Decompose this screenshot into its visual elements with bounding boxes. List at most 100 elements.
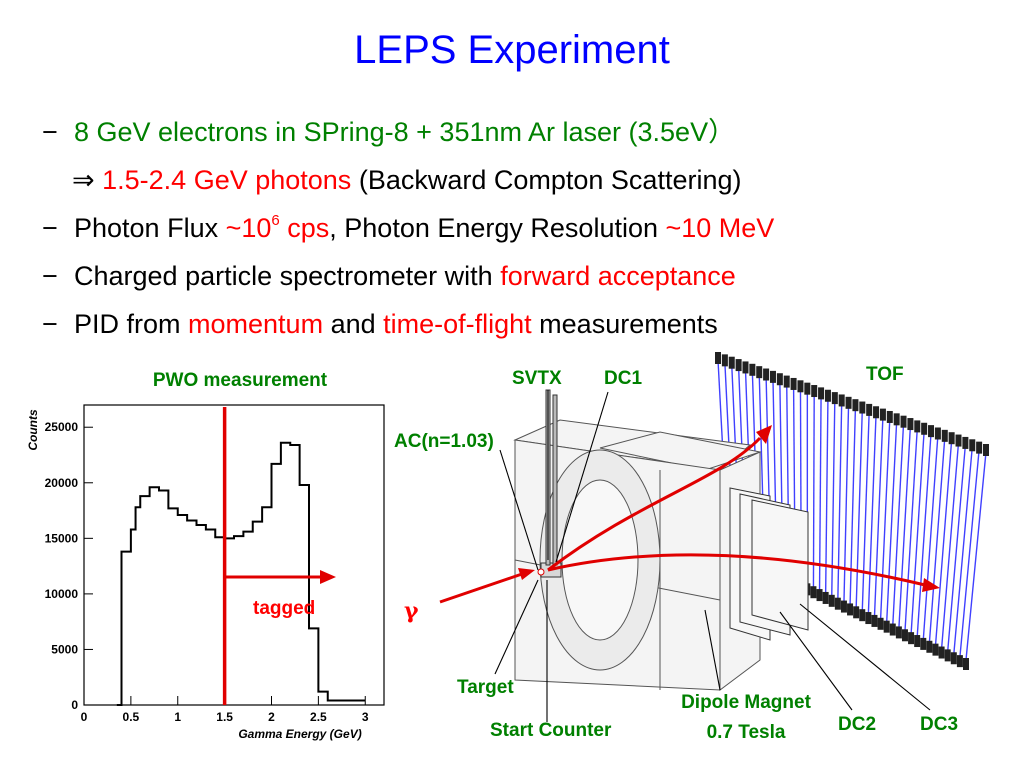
tof-slat [910, 430, 925, 635]
bullet-1-sub: ⇒ 1.5-2.4 GeV photons (Backward Compton … [42, 156, 1002, 204]
y-tick-label: 10000 [45, 587, 79, 601]
implies-arrow-icon: ⇒ [72, 165, 95, 195]
tof-pmt-bottom [895, 626, 902, 639]
tof-slat [916, 433, 932, 638]
x-tick-label: 1 [174, 710, 181, 724]
tof-pmt-bottom [816, 589, 823, 602]
tof-pmt-top [804, 382, 811, 395]
tof-pmt-top [879, 408, 886, 421]
x-axis-label: Gamma Energy (GeV) [238, 727, 361, 741]
tof-pmt-bottom [822, 591, 829, 604]
tof-pmt-bottom [834, 597, 841, 610]
tof-pmt-bottom [956, 655, 963, 668]
dipole-magnet-label: Dipole Magnet [681, 692, 811, 713]
resolution-label: , Photon Energy Resolution [329, 213, 666, 243]
and-text: and [323, 309, 384, 339]
plot-frame [83, 404, 385, 706]
tof-pmt-bottom [908, 632, 915, 645]
tof-pmt-top [886, 410, 893, 423]
x-tick-label: 1.5 [216, 710, 233, 724]
tof-pmt-top [797, 380, 804, 393]
tof-pmt-bottom [950, 652, 957, 665]
photon-energy-range: 1.5-2.4 GeV photons [102, 165, 352, 195]
tof-pmt-top [914, 420, 921, 433]
bullet-4: − PID from momentum and time-of-flight me… [42, 300, 1002, 348]
tof-pmt-top [818, 387, 825, 400]
tof-pmt-top [721, 354, 728, 367]
tof-pmt-top [934, 427, 941, 440]
dipole-field-label: 0.7 Tesla [706, 722, 786, 743]
tof-pmt-bottom [883, 620, 890, 633]
tof-pmt-top [763, 368, 770, 381]
gamma-label: γ [404, 598, 419, 624]
tof-pmt-top [824, 389, 831, 402]
tof-pmt-top [866, 403, 873, 416]
tof-pmt-bottom [810, 586, 817, 599]
bullet-list: − 8 GeV electrons in SPring-8 + 351nm Ar … [42, 108, 1002, 348]
y-axis-ticks: 0 5000 10000 15000 20000 25000 [45, 420, 93, 712]
tof-pmt-bottom [932, 643, 939, 656]
tof-pmt-top [948, 432, 955, 445]
tof-pmt-top [976, 441, 983, 454]
flux-unit: cps [279, 213, 330, 243]
tof-label: TOF [866, 364, 904, 385]
tof-pmt-top [728, 356, 735, 369]
tof-pmt-top [928, 425, 935, 438]
dash-icon: − [42, 261, 58, 291]
tof-pmt-top [845, 396, 852, 409]
x-tick-label: 2.5 [310, 710, 327, 724]
tof-pmt-top [983, 444, 989, 456]
bullet-1: −8 GeV electrons in SPring-8 + 351nm Ar … [42, 108, 1002, 156]
tof-pmt-top [749, 363, 756, 376]
target-label: Target [457, 677, 514, 698]
tof-pmt-bottom [840, 600, 847, 613]
bullet-2: − Photon Flux ~106 cps, Photon Energy Res… [42, 204, 1002, 252]
tof-slat [885, 421, 898, 623]
x-tick-label: 3 [362, 710, 369, 724]
tof-pmt-top [900, 415, 907, 428]
y-axis-label: Counts [26, 409, 40, 451]
tof-pmt-top [831, 392, 838, 405]
tof-pmt-bottom [914, 635, 921, 648]
tof-pmt-top [756, 366, 763, 379]
tof-pmt-top [907, 418, 914, 431]
tof-slat [965, 451, 987, 661]
tof-pmt-top [921, 422, 928, 435]
tof-pmt-bottom [889, 623, 896, 636]
y-tick-label: 5000 [51, 642, 78, 656]
tof-pmt-bottom [938, 646, 945, 659]
tof-slat [867, 414, 877, 615]
histogram-frame [83, 404, 385, 706]
tof-pmt-top [735, 359, 742, 372]
tof-pmt-bottom [901, 629, 908, 642]
dash-icon: − [42, 309, 58, 339]
tof-pmt-bottom [853, 606, 860, 619]
tof-pmt-top [955, 434, 962, 447]
tof-pmt-top [969, 439, 976, 452]
tof-pmt-top [941, 429, 948, 442]
tof-slat [831, 400, 836, 597]
bullet-1-text: 8 GeV electrons in SPring-8 + 351nm Ar l… [74, 117, 736, 147]
tof-pmt-bottom [871, 614, 878, 627]
measurements-text: measurements [531, 309, 718, 339]
tof-pmt-top [715, 352, 721, 364]
tof-slat [928, 437, 946, 643]
svtx-label: SVTX [512, 368, 562, 389]
y-tick-label: 20000 [45, 476, 79, 490]
compton-note: (Backward Compton Scattering) [358, 165, 742, 195]
drift-chambers [729, 487, 809, 641]
dc1-label: DC1 [604, 368, 643, 389]
tof-slat [855, 409, 864, 609]
ac-label: AC(n=1.03) [394, 431, 494, 452]
tof-slat [904, 428, 918, 632]
start-counter-label: Start Counter [490, 720, 612, 741]
acceptance-highlight: forward acceptance [500, 261, 736, 291]
tof-pmt-top [859, 401, 866, 414]
tof-slat [824, 397, 829, 594]
tof-pmt-bottom [828, 594, 835, 607]
tof-pmt-bottom [859, 609, 866, 622]
y-tick-label: 25000 [45, 420, 79, 434]
tagged-label: tagged [253, 598, 316, 619]
particle-tracks [439, 436, 926, 604]
histogram-title: PWO measurement [152, 370, 328, 391]
